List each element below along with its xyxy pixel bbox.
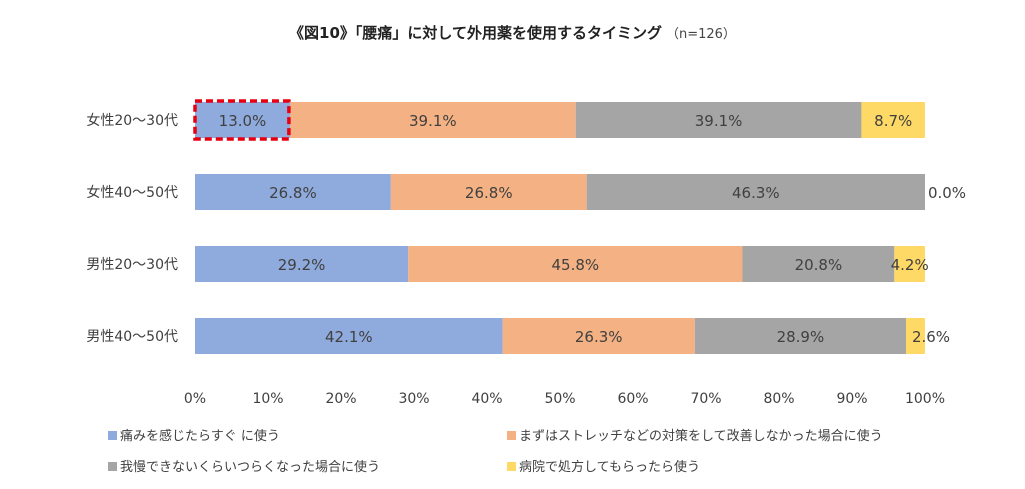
data-label: 20.8% — [795, 256, 843, 274]
data-label: 26.8% — [269, 184, 317, 202]
data-label: 45.8% — [552, 256, 600, 274]
legend-label: 病院で処方してもらったら使う — [519, 459, 700, 475]
bar-segment — [195, 174, 391, 210]
x-tick-label: 100% — [905, 391, 945, 407]
legend-swatch — [108, 431, 117, 440]
x-tick-label: 0% — [184, 391, 206, 407]
data-label: 42.1% — [325, 328, 373, 346]
data-label: 8.7% — [874, 112, 912, 130]
legend-label: 我慢できないくらいつらくなった場合に使う — [120, 459, 380, 475]
x-tick-label: 80% — [763, 391, 794, 407]
data-label: 13.0% — [219, 112, 267, 130]
bar-segment — [195, 318, 503, 354]
data-label: 4.2% — [891, 256, 929, 274]
category-label: 女性20～30代 — [86, 112, 178, 129]
legend-label: 痛みを感じたらすぐ に使う — [120, 428, 280, 444]
x-tick-label: 50% — [544, 391, 575, 407]
data-label: 26.8% — [465, 184, 513, 202]
legend-swatch — [108, 462, 117, 471]
bar-segment — [575, 102, 862, 138]
bar-segment — [694, 318, 907, 354]
category-label: 女性40～50代 — [86, 184, 178, 201]
x-tick-label: 20% — [325, 391, 356, 407]
chart-title-text: 《図10》「腰痛」に対して外用薬を使用するタイミング — [289, 24, 662, 42]
x-tick-label: 40% — [471, 391, 502, 407]
bar-segment — [906, 318, 925, 354]
bar-segment — [390, 174, 587, 210]
bar-segment — [742, 246, 895, 282]
bar-segment — [195, 246, 409, 282]
data-label: 29.2% — [278, 256, 326, 274]
data-label: 39.1% — [695, 112, 743, 130]
legend-label: まずはストレッチなどの対策をして改善しなかった場合に使う — [519, 428, 883, 444]
category-label: 男性20～30代 — [86, 257, 178, 273]
x-tick-label: 30% — [398, 391, 429, 407]
bar-segment — [408, 246, 743, 282]
chart-title: 《図10》「腰痛」に対して外用薬を使用するタイミング （n=126） — [0, 22, 1025, 43]
chart-title-note: （n=126） — [665, 27, 736, 42]
bar-segment — [586, 174, 925, 210]
data-label: 28.9% — [777, 328, 825, 346]
x-tick-label: 70% — [690, 391, 721, 407]
x-tick-label: 90% — [836, 391, 867, 407]
data-label: 39.1% — [409, 112, 457, 130]
bar-segment — [502, 318, 695, 354]
data-label: 46.3% — [732, 184, 780, 202]
data-label: 0.0% — [928, 184, 966, 202]
bar-segment — [195, 102, 290, 138]
data-label: 26.3% — [575, 328, 623, 346]
legend-swatch — [507, 462, 516, 471]
x-tick-label: 60% — [617, 391, 648, 407]
category-label: 男性40～50代 — [86, 329, 178, 345]
bar-segment — [861, 102, 925, 138]
highlight-box — [193, 99, 291, 141]
data-label: 2.6% — [912, 328, 950, 346]
x-tick-label: 10% — [252, 391, 283, 407]
bar-segment — [894, 246, 925, 282]
legend-swatch — [507, 431, 516, 440]
bar-segment — [289, 102, 576, 138]
